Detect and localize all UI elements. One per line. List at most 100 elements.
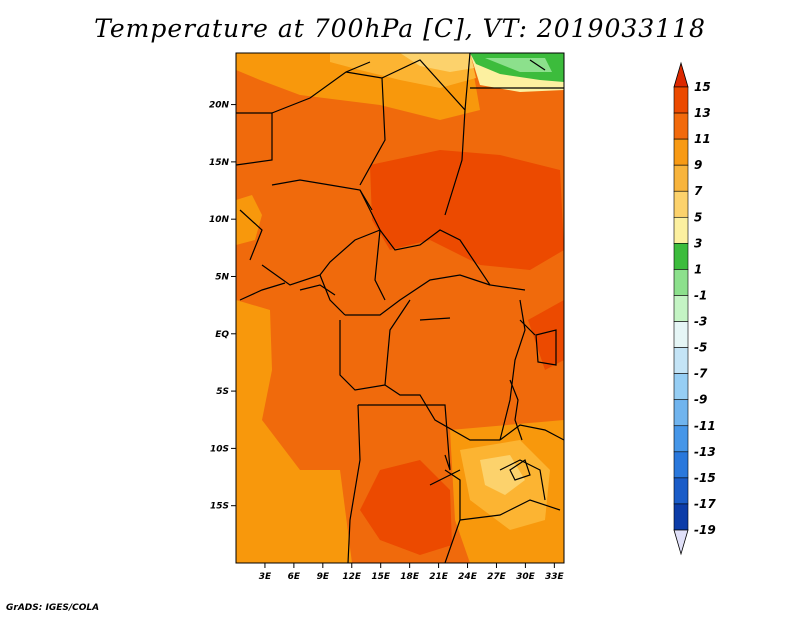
border-line: [347, 404, 361, 563]
colorbar-segment: [673, 347, 689, 374]
temp-region-north-5: [400, 53, 474, 72]
border-line: [261, 229, 381, 286]
colorbar-segment: [673, 164, 689, 192]
colorbar-segment: [673, 190, 689, 218]
colorbar-label: -11: [694, 419, 716, 433]
border-line: [239, 282, 286, 301]
colorbar-segment: [673, 295, 689, 322]
temp-region-sahel-13: [370, 150, 564, 270]
lat-tick-label: 5N: [215, 272, 229, 282]
temp-region-coast-9: [236, 195, 262, 245]
border-line: [271, 61, 371, 114]
colorbar-top-arrow: [673, 61, 689, 88]
colorbar-label: -5: [694, 341, 707, 355]
lon-tick-label: 6E: [288, 572, 301, 582]
lon-tick-label: 18E: [400, 572, 420, 582]
lon-tick-label: 12E: [342, 572, 362, 582]
lat-tick-label: EQ: [215, 330, 229, 340]
colorbar-segment: [673, 86, 689, 114]
border-line: [499, 459, 546, 501]
border-line: [464, 53, 471, 111]
temp-region-south-13: [360, 460, 452, 555]
lat-tick-label: 15S: [210, 502, 229, 512]
lon-tick-label: 3E: [259, 572, 272, 582]
colorbar-segment: [673, 243, 689, 270]
colorbar-label: -3: [694, 315, 707, 329]
lat-tick-label: 15N: [209, 158, 230, 168]
colorbar-label: -9: [694, 393, 707, 407]
temp-region-east-13: [528, 300, 564, 370]
border-line: [236, 112, 273, 166]
temperature-field: [236, 53, 564, 563]
colorbar-segment: [673, 451, 689, 479]
border-line: [509, 379, 523, 441]
border-line: [499, 424, 564, 441]
border-line: [459, 499, 561, 521]
colorbar-bottom-arrow: [673, 529, 689, 556]
latitude-axis: 20N 15N 10N 5N EQ 5S 10S 15S: [209, 101, 236, 512]
border-line: [519, 319, 536, 336]
lon-tick-label: 33E: [545, 572, 565, 582]
lat-tick-label: 10N: [209, 215, 230, 225]
colorbar-segment: [673, 503, 689, 531]
border-line: [345, 274, 491, 316]
colorbar-segment: [673, 321, 689, 348]
border-line: [384, 384, 500, 441]
colorbar-label: -13: [694, 445, 716, 459]
colorbar-label: 13: [694, 106, 711, 120]
colorbar-segment: [673, 425, 689, 453]
colorbar-label: -19: [694, 523, 716, 537]
temp-region-southeast-5: [480, 455, 525, 495]
map-frame: [235, 52, 565, 564]
border-line: [419, 317, 451, 321]
colorbar-label: -17: [694, 497, 716, 511]
lat-tick-label: 20N: [209, 101, 230, 111]
country-borders: [236, 53, 564, 563]
colorbar-label: 9: [694, 158, 702, 172]
lon-tick-label: 27E: [487, 572, 507, 582]
colorbar-segment: [673, 269, 689, 296]
colorbar-label: -1: [694, 288, 707, 302]
border-line: [529, 59, 546, 71]
border-line: [345, 71, 386, 186]
temp-region-southwest-9: [236, 470, 352, 563]
lon-tick-label: 9E: [317, 572, 330, 582]
border-line: [509, 459, 531, 481]
colorbar-label: 11: [694, 132, 711, 146]
colorbar-label: 3: [694, 236, 702, 250]
lon-tick-label: 30E: [516, 572, 536, 582]
temp-region-northeast-m1: [485, 58, 552, 72]
colorbar-segment: [673, 112, 689, 140]
colorbar-segment: [673, 216, 689, 244]
colorbar-label: 1: [694, 262, 702, 276]
longitude-axis: 3E 6E 9E 12E 15E 18E 21E 24E 27E 30E 33E: [259, 563, 565, 582]
chart-title: Temperature at 700hPa [C], VT: 201903311…: [94, 14, 706, 43]
colorbar-label: 15: [694, 80, 711, 94]
colorbar-segment: [673, 138, 689, 166]
colorbar-segment: [673, 373, 689, 401]
colorbar-segment: [673, 477, 689, 505]
colorbar: 15 13 11 9 7 5 3 1 -1 -3 -5 -7 -9 -11 -13 -15 -17 -19: [673, 61, 716, 556]
lon-tick-label: 21E: [429, 572, 449, 582]
border-line: [239, 209, 263, 261]
colorbar-label: 5: [694, 210, 702, 224]
border-line: [319, 274, 346, 316]
lon-tick-label: 15E: [371, 572, 391, 582]
border-line: [499, 299, 526, 441]
border-line: [358, 404, 451, 471]
border-line: [359, 189, 386, 301]
colorbar-label: -15: [694, 471, 716, 485]
border-line: [444, 469, 461, 563]
colorbar-label: 7: [694, 184, 703, 198]
border-line: [299, 284, 336, 296]
grads-credit: GrADS: IGES/COLA: [6, 603, 100, 613]
border-line: [384, 299, 411, 386]
lat-tick-label: 10S: [210, 444, 229, 454]
lat-tick-label: 5S: [216, 387, 229, 397]
border-line: [339, 320, 386, 391]
colorbar-segment: [673, 399, 689, 427]
colorbar-label: -7: [694, 367, 708, 381]
lon-tick-label: 24E: [458, 572, 478, 582]
